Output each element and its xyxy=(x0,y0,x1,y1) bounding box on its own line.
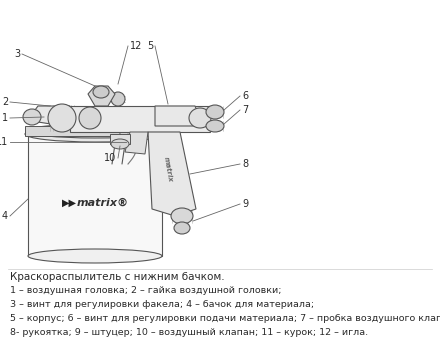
Ellipse shape xyxy=(206,120,224,132)
Ellipse shape xyxy=(23,109,41,125)
Text: 7: 7 xyxy=(242,105,248,115)
Ellipse shape xyxy=(79,107,101,129)
Ellipse shape xyxy=(111,139,129,149)
Text: 8- рукоятка; 9 – штуцер; 10 – воздушный клапан; 11 – курок; 12 – игла.: 8- рукоятка; 9 – штуцер; 10 – воздушный … xyxy=(10,328,368,337)
Text: 8: 8 xyxy=(242,159,248,169)
Text: 2: 2 xyxy=(2,97,8,107)
Ellipse shape xyxy=(93,86,109,98)
Bar xyxy=(25,126,165,136)
Text: 12: 12 xyxy=(130,41,143,51)
Text: 4: 4 xyxy=(2,211,8,221)
Text: 11: 11 xyxy=(0,137,8,147)
Text: 1 – воздушная головка; 2 – гайка воздушной головки;: 1 – воздушная головка; 2 – гайка воздушн… xyxy=(10,286,282,295)
Text: 3: 3 xyxy=(14,49,20,59)
Ellipse shape xyxy=(174,222,190,234)
Ellipse shape xyxy=(111,92,125,106)
Ellipse shape xyxy=(206,105,224,119)
Text: matrix®: matrix® xyxy=(77,198,129,208)
Text: 10: 10 xyxy=(104,153,116,163)
Text: 3 – винт для регулировки факела; 4 – бачок для материала;: 3 – винт для регулировки факела; 4 – бач… xyxy=(10,300,314,309)
Polygon shape xyxy=(70,106,210,132)
Text: 5 – корпус; 6 – винт для регулировки подачи материала; 7 – пробка воздушного кла: 5 – корпус; 6 – винт для регулировки под… xyxy=(10,314,440,323)
Ellipse shape xyxy=(28,249,162,263)
Polygon shape xyxy=(155,106,200,126)
Bar xyxy=(28,134,162,256)
Text: 9: 9 xyxy=(242,199,248,209)
Text: ▶▶: ▶▶ xyxy=(62,198,77,208)
Ellipse shape xyxy=(48,104,76,132)
Text: matrix: matrix xyxy=(163,156,173,182)
Text: 5: 5 xyxy=(147,41,153,51)
Text: 6: 6 xyxy=(242,91,248,101)
Polygon shape xyxy=(148,132,196,216)
Polygon shape xyxy=(32,106,70,127)
Text: 1: 1 xyxy=(2,113,8,123)
Polygon shape xyxy=(88,86,115,106)
Ellipse shape xyxy=(171,208,193,224)
Ellipse shape xyxy=(189,108,211,128)
Polygon shape xyxy=(110,134,130,144)
Ellipse shape xyxy=(25,126,165,142)
Text: Краскораспылитель с нижним бачком.: Краскораспылитель с нижним бачком. xyxy=(10,272,225,282)
Polygon shape xyxy=(125,132,148,154)
Ellipse shape xyxy=(26,124,164,138)
